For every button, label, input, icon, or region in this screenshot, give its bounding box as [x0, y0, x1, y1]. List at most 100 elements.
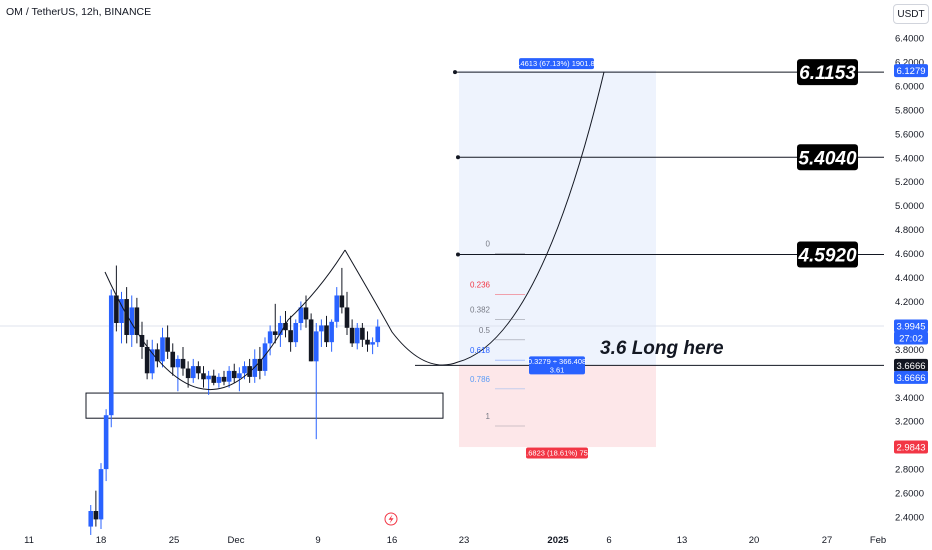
- candle-body: [237, 373, 242, 379]
- target-info-pill: [519, 58, 594, 70]
- y-tick-label: 4.2000: [895, 297, 924, 308]
- entry-price-text: 3.61: [550, 365, 565, 374]
- support-box: [85, 392, 444, 419]
- y-tick-label: 3.2000: [895, 417, 924, 428]
- candle-body: [124, 299, 129, 335]
- price-label-box: [894, 358, 928, 372]
- x-tick-label: 9: [315, 535, 320, 546]
- price-label-text: 3.6666: [896, 361, 925, 372]
- lightning-icon[interactable]: [384, 512, 398, 526]
- x-tick-label: 13: [677, 535, 688, 546]
- entry-info-pill: [529, 356, 585, 375]
- candle-body: [324, 325, 329, 343]
- cup-left-curve: [104, 271, 289, 390]
- candle-body: [375, 326, 381, 343]
- cup-peak-curve: [287, 249, 346, 321]
- entry-note: 3.6 Long here: [600, 338, 724, 359]
- candle-body: [288, 330, 293, 343]
- candle-body: [88, 511, 94, 527]
- candle-body: [155, 349, 160, 362]
- candle-body: [272, 331, 278, 335]
- position-labels: 2.4613 (67.13%) 1901.84 0.3279 ÷ 366.4083…: [514, 58, 599, 459]
- candle-body: [360, 327, 365, 340]
- y-tick-label: 3.4000: [895, 393, 924, 404]
- x-tick-label: 2025: [547, 535, 569, 546]
- y-tick-label: 6.0000: [895, 81, 924, 92]
- x-tick-label: 23: [459, 535, 470, 546]
- x-tick-label: 6: [606, 535, 611, 546]
- candle-body: [349, 327, 355, 344]
- candle-body: [354, 327, 360, 344]
- stop-info-text: 0.6823 (18.61%) 750: [522, 449, 592, 458]
- candle-body: [313, 331, 319, 362]
- target-line-anchor: [456, 155, 460, 160]
- candle-body: [293, 323, 299, 343]
- y-tick-label: 5.8000: [895, 105, 924, 116]
- candle-body: [211, 375, 217, 383]
- y-tick-label: 5.0000: [895, 201, 924, 212]
- y-tick-label: 6.2000: [895, 57, 924, 68]
- candle-body: [242, 366, 247, 374]
- y-tick-label: 5.6000: [895, 129, 924, 140]
- fib-levels: 0 0.236 0.382 0.5 0.618 0.786 1: [470, 240, 525, 427]
- price-label-box: [894, 370, 928, 384]
- fib-label: 1: [486, 412, 491, 421]
- target-box: [797, 59, 858, 86]
- candle-body: [119, 299, 124, 324]
- target-info-text: 2.4613 (67.13%) 1901.84: [514, 59, 599, 68]
- candle-body: [283, 323, 288, 331]
- profit-zone: [459, 70, 656, 366]
- candle-body: [257, 358, 263, 371]
- x-tick-label: 16: [387, 535, 398, 546]
- projection-curve: [344, 71, 605, 366]
- y-tick-label: 2.6000: [895, 489, 924, 500]
- candle-body: [303, 307, 309, 320]
- y-tick-label: 5.4000: [895, 153, 924, 164]
- fib-label: 0.786: [470, 375, 491, 384]
- candle-body: [339, 295, 345, 308]
- price-label-box: [894, 331, 928, 345]
- candle-body: [334, 295, 340, 322]
- candle-body: [267, 331, 273, 344]
- loss-zone: [459, 365, 656, 448]
- y-tick-label: 5.2000: [895, 177, 924, 188]
- target-value: 5.4040: [798, 148, 857, 169]
- price-label-box: [894, 440, 928, 454]
- target-lines: 6.1153 5.4040 4.5920: [415, 59, 884, 366]
- fib-label: 0.618: [470, 346, 491, 355]
- y-tick-label: 4.8000: [895, 225, 924, 236]
- candle-body: [329, 321, 334, 343]
- price-label-box: [894, 64, 928, 78]
- price-label-text: 27:02: [899, 334, 923, 345]
- entry-info-text: 0.3279 ÷ 366.408: [528, 357, 586, 366]
- candle-body: [201, 373, 206, 380]
- candle-body: [114, 295, 119, 324]
- y-tick-label: 6.4000: [895, 34, 924, 45]
- x-tick-label: 20: [749, 535, 760, 546]
- candle-body: [93, 511, 99, 520]
- candle-body: [370, 342, 375, 345]
- candle-body: [344, 307, 350, 328]
- target-value: 6.1153: [799, 63, 856, 84]
- time-axis: 11 18 25 Dec 9 16 23 2025 6 13 20 27 Feb: [24, 535, 886, 546]
- candle-body: [134, 307, 140, 335]
- price-label-text: 6.1279: [896, 66, 925, 77]
- candles: [88, 265, 381, 535]
- candle-body: [139, 334, 145, 347]
- target-value: 4.5920: [797, 246, 857, 267]
- candle-body: [206, 375, 211, 380]
- currency-button[interactable]: USDT: [893, 4, 929, 24]
- x-tick-label: 25: [169, 535, 180, 546]
- candle-body: [308, 319, 314, 362]
- x-tick-label: 18: [96, 535, 107, 546]
- fib-label: 0.5: [479, 326, 491, 335]
- candle-body: [216, 376, 222, 383]
- candle-body: [262, 343, 268, 371]
- y-tick-label: 3.8000: [895, 345, 924, 356]
- cup-curves: [104, 71, 605, 390]
- price-label-text: 3.9945: [896, 322, 925, 333]
- candle-body: [180, 358, 186, 369]
- candle-body: [129, 307, 135, 335]
- candle-body: [160, 337, 165, 362]
- candle-body: [144, 346, 150, 374]
